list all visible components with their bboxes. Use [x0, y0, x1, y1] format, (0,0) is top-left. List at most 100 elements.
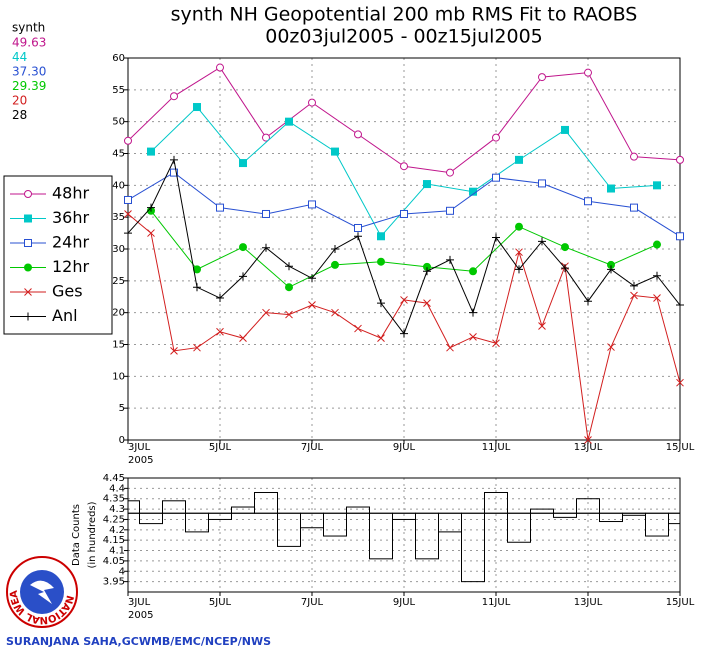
marker	[262, 243, 270, 252]
marker	[239, 272, 247, 281]
stat-value: 28	[12, 108, 27, 122]
marker	[653, 294, 661, 302]
marker	[492, 133, 500, 142]
legend-label: 48hr	[52, 184, 90, 203]
marker	[308, 274, 316, 283]
marker	[354, 223, 362, 232]
marker	[147, 229, 155, 237]
y-tick-label: 55	[112, 85, 125, 96]
marker	[308, 98, 316, 107]
plot-frame	[127, 57, 681, 441]
stat-value: 44	[12, 50, 27, 64]
x-tick-label: 15JUL	[666, 442, 695, 453]
marker	[515, 248, 523, 257]
marker	[653, 240, 661, 249]
plot-frame	[127, 477, 681, 593]
x-tick-label: 7JUL	[301, 597, 324, 608]
x-year-label: 2005	[128, 455, 153, 466]
count-step	[127, 500, 140, 514]
marker	[331, 245, 339, 253]
x-tick-label: 5JUL	[209, 597, 232, 608]
y-tick-label: 4.2	[109, 525, 125, 536]
count-step	[254, 492, 278, 514]
marker	[676, 155, 684, 164]
y-tick-label: 3.95	[103, 577, 125, 588]
y-tick-label: 0	[119, 435, 125, 446]
marker	[400, 329, 408, 338]
marker	[24, 190, 32, 198]
marker	[607, 184, 615, 193]
marker	[676, 378, 684, 387]
marker	[492, 233, 500, 242]
marker	[331, 308, 339, 317]
marker	[377, 232, 385, 241]
count-step	[231, 506, 255, 514]
y-tick-label: 4.25	[103, 514, 125, 525]
marker	[193, 265, 201, 274]
marker	[423, 299, 431, 307]
marker	[193, 103, 201, 112]
marker	[285, 283, 293, 292]
count-step	[415, 512, 439, 560]
legend-label: 24hr	[52, 233, 90, 252]
legend-label: Ges	[52, 282, 83, 301]
marker	[538, 322, 546, 330]
marker	[607, 260, 615, 269]
count-step	[139, 512, 163, 525]
marker	[653, 271, 661, 280]
marker	[538, 179, 546, 188]
y-tick-label: 40	[112, 180, 125, 191]
marker	[630, 281, 638, 290]
y-tick-label: 50	[112, 117, 125, 128]
marker	[170, 347, 178, 355]
marker	[515, 265, 523, 274]
marker	[124, 136, 132, 145]
marker	[469, 267, 477, 276]
marker	[377, 334, 385, 342]
y-axis-label: Data Counts	[71, 504, 82, 566]
y-tick-label: 4.4	[109, 483, 125, 494]
marker	[446, 206, 454, 215]
marker	[354, 130, 362, 139]
marker	[630, 203, 638, 212]
marker	[584, 297, 592, 306]
count-step	[530, 508, 554, 514]
marker	[124, 195, 132, 204]
y-tick-label: 35	[112, 212, 125, 223]
marker	[239, 334, 247, 342]
y-tick-label: 4.35	[103, 494, 125, 505]
marker	[423, 262, 431, 271]
marker	[676, 232, 684, 241]
marker	[331, 260, 339, 269]
x-tick-label: 5JUL	[209, 442, 232, 453]
marker	[630, 152, 638, 161]
count-step	[668, 512, 681, 525]
marker	[492, 339, 500, 348]
marker	[515, 155, 523, 164]
marker	[262, 133, 270, 142]
marker	[400, 296, 408, 304]
y-tick-label: 60	[112, 53, 125, 64]
marker	[676, 301, 684, 310]
count-step	[576, 498, 600, 514]
legend-label: 36hr	[52, 208, 90, 227]
marker	[584, 436, 592, 444]
marker	[216, 327, 224, 336]
marker	[170, 92, 178, 101]
stats-title: synth	[12, 21, 45, 35]
marker	[170, 168, 178, 177]
x-tick-label: 13JUL	[574, 442, 603, 453]
stat-value: 20	[12, 94, 27, 108]
y-tick-label: 5	[119, 403, 125, 414]
x-tick-label: 15JUL	[666, 597, 695, 608]
y-tick-label: 45	[112, 149, 125, 160]
marker	[607, 343, 615, 351]
y-tick-label: 25	[112, 276, 125, 287]
stat-value: 37.30	[12, 65, 46, 79]
x-tick-label: 11JUL	[482, 597, 511, 608]
stat-value: 49.63	[12, 36, 46, 50]
x-tick-label: 11JUL	[482, 442, 511, 453]
y-tick-label: 4.05	[103, 556, 125, 567]
y-tick-label: 4	[119, 566, 125, 577]
marker	[561, 125, 569, 134]
